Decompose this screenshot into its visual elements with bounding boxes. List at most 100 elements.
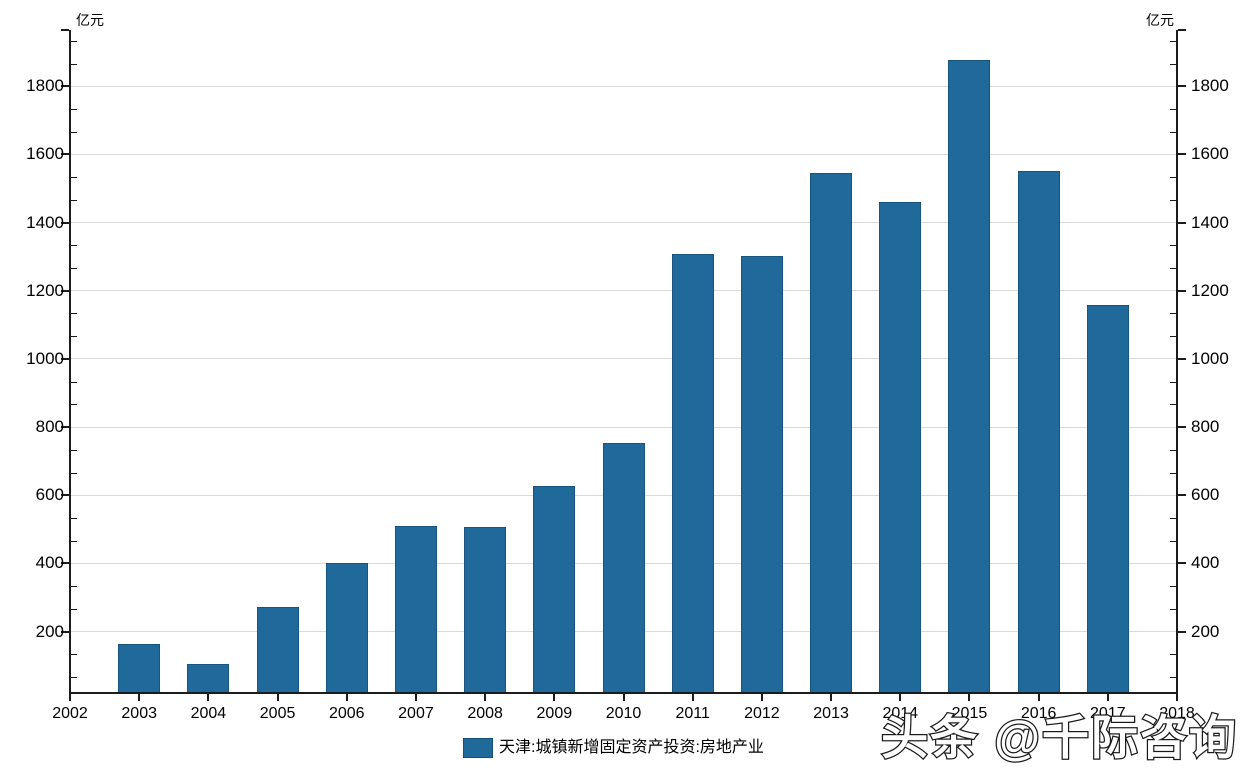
- y-label-right-1000: 1000: [1191, 348, 1229, 368]
- bar-2007: [394, 525, 437, 693]
- x-label-2004: 2004: [190, 705, 227, 722]
- y-label-left-600: 600: [35, 485, 64, 505]
- x-tick-2017: [1106, 694, 1109, 701]
- y-tick-minor-left-1867: [71, 63, 77, 65]
- bar-2012: [740, 255, 783, 693]
- y-tick-major-left-800: [61, 426, 69, 429]
- gridline-1400: [70, 222, 1177, 224]
- y-tick-minor-left-1533: [71, 177, 77, 179]
- x-tick-2006: [345, 694, 348, 701]
- y-tick-minor-left-267: [71, 608, 77, 610]
- y-label-right-1400: 1400: [1191, 212, 1229, 232]
- y-label-right-600: 600: [1191, 485, 1220, 505]
- y-tick-minor-left-467: [71, 540, 77, 542]
- y-tick-minor-right-333: [1170, 586, 1176, 588]
- bar-2004: [187, 664, 230, 693]
- y-tick-minor-right-1467: [1170, 199, 1176, 201]
- bar-2005: [256, 607, 299, 693]
- gridline-1000: [70, 358, 1177, 360]
- y-tick-major-right-1200: [1178, 289, 1186, 292]
- bar-2014: [879, 202, 922, 693]
- y-tick-minor-left-333: [71, 586, 77, 588]
- y-tick-minor-right-533: [1170, 518, 1176, 520]
- y-tick-major-left-200: [61, 630, 69, 633]
- gridline-1600: [70, 153, 1177, 155]
- bar-2011: [671, 253, 714, 693]
- bar-2006: [325, 562, 368, 693]
- x-label-2002: 2002: [52, 705, 88, 722]
- gridline-800: [70, 426, 1177, 428]
- x-tick-2002: [69, 694, 71, 701]
- bar-2008: [464, 526, 507, 693]
- y-axis-left: [69, 30, 71, 693]
- y-axis-unit-right: 亿元: [1146, 12, 1174, 28]
- x-label-2005: 2005: [259, 705, 296, 722]
- y-tick-major-left-1200: [61, 289, 69, 292]
- y-tick-minor-right-667: [1170, 472, 1176, 474]
- y-label-right-400: 400: [1191, 553, 1220, 573]
- y-tick-major-left-1600: [61, 153, 69, 156]
- x-tick-2007: [414, 694, 417, 701]
- y-tick-minor-right-1067: [1170, 336, 1176, 338]
- bar-2009: [533, 485, 576, 693]
- y-label-left-400: 400: [35, 553, 64, 573]
- y-tick-minor-right-1533: [1170, 177, 1176, 179]
- gridline-1200: [70, 290, 1177, 292]
- bar-2015: [948, 60, 991, 693]
- x-label-2003: 2003: [121, 705, 157, 722]
- x-tick-2018: [1176, 694, 1178, 701]
- y-tick-minor-right-1933: [1170, 40, 1176, 42]
- x-tick-2004: [207, 694, 210, 701]
- y-tick-minor-right-467: [1170, 540, 1176, 542]
- y-label-right-200: 200: [1191, 621, 1220, 641]
- y-tick-minor-right-1867: [1170, 63, 1176, 65]
- y-tick-major-right-1000: [1178, 357, 1186, 360]
- x-label-2013: 2013: [813, 705, 849, 722]
- y-tick-major-right-1600: [1178, 153, 1186, 156]
- y-tick-minor-left-67: [71, 677, 77, 679]
- y-tick-major-right-1800: [1178, 85, 1186, 88]
- x-label-2014: 2014: [882, 705, 919, 722]
- x-label-2018: 2018: [1159, 705, 1195, 722]
- watermark-text: 头条 @千际咨询: [880, 710, 1238, 766]
- y-tick-minor-right-267: [1170, 608, 1176, 610]
- y-label-right-1600: 1600: [1191, 144, 1229, 164]
- x-label-2017: 2017: [1090, 705, 1126, 722]
- y-tick-minor-right-1667: [1170, 131, 1176, 133]
- y-label-left-1600: 1600: [26, 144, 64, 164]
- x-tick-2013: [830, 694, 833, 701]
- y-label-left-1800: 1800: [26, 76, 64, 96]
- x-label-2010: 2010: [605, 705, 642, 722]
- y-tick-minor-right-1267: [1170, 268, 1176, 270]
- y-tick-minor-left-667: [71, 472, 77, 474]
- y-tick-major-right-1400: [1178, 221, 1186, 224]
- y-label-left-1000: 1000: [26, 348, 64, 368]
- y-tick-minor-right-733: [1170, 449, 1176, 451]
- y-tick-minor-left-1133: [71, 313, 77, 315]
- x-axis: [69, 692, 1178, 694]
- bar-2010: [602, 442, 645, 693]
- x-tick-2008: [484, 694, 487, 701]
- y-tick-major-left-1400: [61, 221, 69, 224]
- x-label-2015: 2015: [951, 705, 988, 722]
- y-axis-right: [1176, 30, 1178, 693]
- x-tick-2010: [622, 694, 625, 701]
- x-label-2007: 2007: [398, 705, 434, 722]
- bar-2017: [1086, 305, 1129, 693]
- x-tick-2011: [691, 694, 694, 701]
- y-tick-minor-right-867: [1170, 404, 1176, 406]
- y-tick-major-left-1800: [61, 85, 69, 88]
- y-tick-major-left-1965: [61, 29, 69, 31]
- y-tick-minor-left-1333: [71, 245, 77, 247]
- y-tick-minor-left-1467: [71, 199, 77, 201]
- x-tick-2016: [1037, 694, 1040, 701]
- legend-label: 天津:城镇新增固定资产投资:房地产业: [499, 739, 764, 756]
- y-label-right-1800: 1800: [1191, 76, 1229, 96]
- y-label-left-1200: 1200: [26, 280, 64, 300]
- y-tick-minor-right-1733: [1170, 108, 1176, 110]
- bar-2003: [118, 644, 161, 693]
- y-tick-minor-right-1333: [1170, 245, 1176, 247]
- y-tick-minor-left-1667: [71, 131, 77, 133]
